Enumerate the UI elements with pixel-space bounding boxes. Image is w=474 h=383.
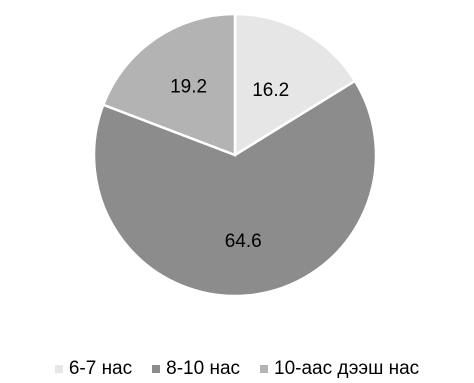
legend-item-10-plus: 10-аас дээш нас xyxy=(260,358,419,380)
slice-10-plus xyxy=(101,12,237,157)
data-label-10-plus: 19.2 xyxy=(170,77,207,98)
legend-swatch-6-7 xyxy=(54,365,63,373)
legend-item-8-10: 8-10 нас xyxy=(152,358,240,380)
data-label-8-10: 64.6 xyxy=(225,231,262,252)
legend-label-10-plus: 10-аас дээш нас xyxy=(274,358,420,379)
data-label-6-7: 16.2 xyxy=(252,80,289,101)
pie-chart: 16.2 64.6 19.2 xyxy=(92,12,378,298)
slice-6-7 xyxy=(233,12,357,158)
legend-label-8-10: 8-10 нас xyxy=(166,358,241,379)
legend-swatch-8-10 xyxy=(152,365,161,373)
pie-data-labels: 16.2 64.6 19.2 xyxy=(170,77,289,252)
legend-swatch-10-plus xyxy=(260,365,269,373)
legend-label-6-7: 6-7 нас xyxy=(68,358,133,379)
legend: 6-7 нас 8-10 нас 10-аас дээш нас xyxy=(0,358,474,380)
legend-item-6-7: 6-7 нас xyxy=(54,358,133,380)
pie-slices xyxy=(92,12,378,298)
slice-8-10 xyxy=(92,79,378,298)
